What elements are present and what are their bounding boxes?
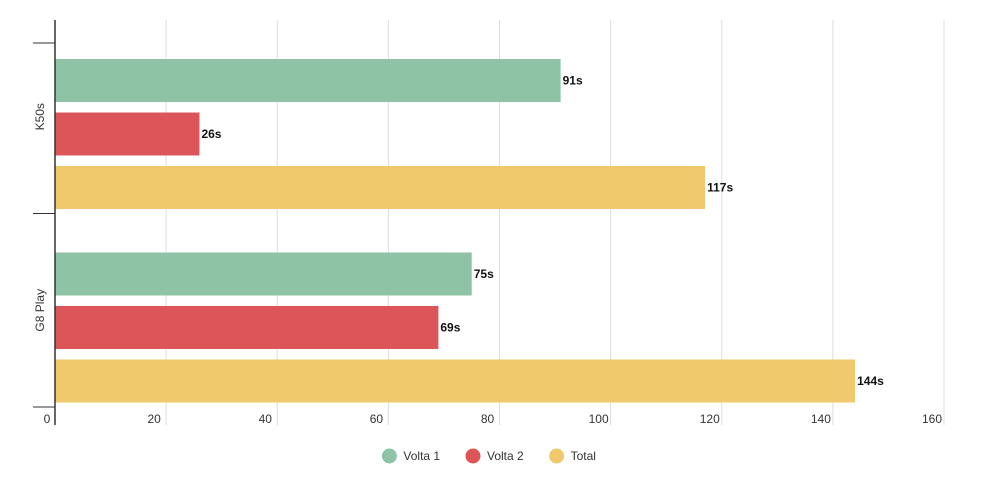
data-label-g8-play-volta-2: 69s (440, 321, 460, 335)
bar-g8-play-volta-1 (55, 252, 472, 296)
bar-g8-play-total (55, 359, 856, 403)
legend-swatch-volta-1 (381, 448, 397, 464)
legend-label-volta-2: Volta 2 (487, 449, 524, 463)
x-tick-label-80: 80 (481, 412, 495, 426)
x-tick-label-140: 140 (811, 412, 831, 426)
data-label-k50s-total: 117s (707, 181, 733, 195)
axes: 0 20 40 60 80 100 120 140 160 K50s G8 Play (33, 20, 942, 426)
data-label-k50s-volta-2: 26s (201, 127, 221, 141)
x-tick-label-0: 0 (44, 412, 51, 426)
data-label-k50s-volta-1: 91s (563, 74, 583, 88)
legend-swatch-volta-2 (465, 448, 481, 464)
legend: Volta 1 Volta 2 Total (381, 448, 596, 464)
data-label-g8-play-total: 144s (857, 374, 884, 388)
bar-g8-play-volta-2 (55, 306, 439, 349)
legend-label-volta-1: Volta 1 (403, 449, 440, 463)
x-tick-label-120: 120 (700, 412, 720, 426)
bars: 91s 26s 117s 75s 69s 144s (55, 59, 884, 403)
bar-k50s-volta-1 (55, 59, 561, 102)
data-label-g8-play-volta-1: 75s (474, 267, 494, 281)
x-tick-label-100: 100 (589, 412, 609, 426)
legend-label-total: Total (571, 449, 596, 463)
bar-k50s-volta-2 (55, 112, 200, 156)
y-category-label-k50s: K50s (33, 103, 47, 130)
x-tick-label-60: 60 (370, 412, 384, 426)
y-category-label-g8-play: G8 Play (33, 289, 47, 332)
x-tick-label-40: 40 (259, 412, 273, 426)
x-tick-label-160: 160 (922, 412, 942, 426)
bar-k50s-total (55, 166, 706, 209)
x-tick-label-20: 20 (147, 412, 161, 426)
legend-swatch-total (549, 448, 565, 464)
